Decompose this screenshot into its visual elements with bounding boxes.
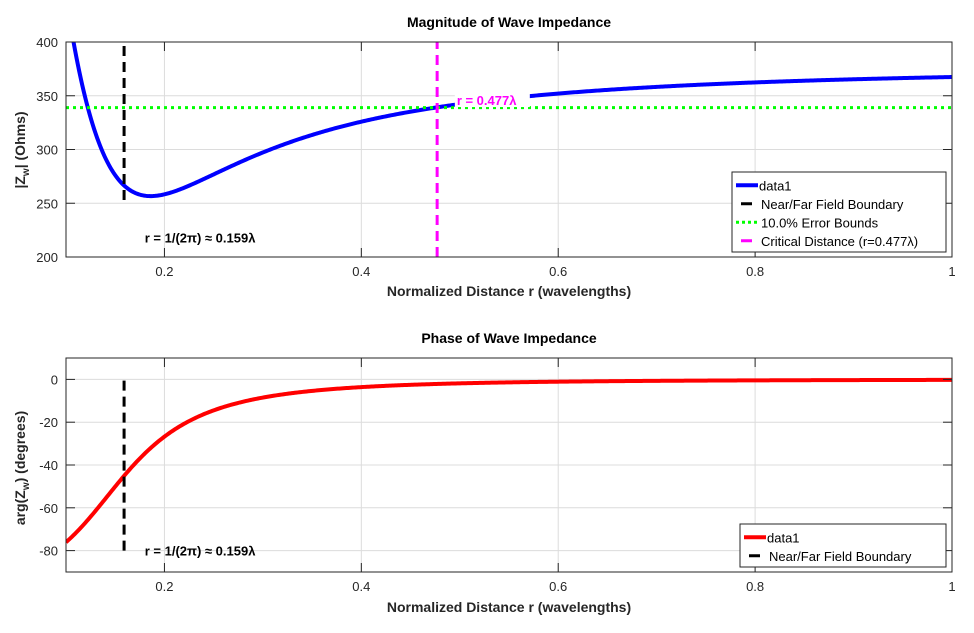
phase-series: r = 1/(2π) ≈ 0.159λ [66,377,952,559]
magnitude-ylabel: |Zw| (Ohms) [12,111,32,188]
magnitude-legend-label: 10.0% Error Bounds [761,215,879,230]
phase-title: Phase of Wave Impedance [421,330,597,346]
phase-axes: 0.2 0.4 0.6 0.8 1 -80 -60 -40 -20 0 [39,357,956,594]
phase-legend-label: data1 [767,530,800,545]
magnitude-ytick-label: 250 [36,196,58,211]
magnitude-legend: data1 Near/Far Field Boundary 10.0% Error … [731,171,947,253]
magnitude-legend-label: Near/Far Field Boundary [761,197,904,212]
magnitude-ytick-label: 300 [36,143,58,158]
phase-legend-box [739,523,947,568]
phase-ytick-label: -40 [39,458,58,473]
phase-annotation: r = 1/(2π) ≈ 0.159λ [145,544,256,559]
magnitude-legend-label: Critical Distance (r=0.477λ) [761,234,918,249]
magnitude-annotation: r = 0.477λ [457,93,517,108]
magnitude-legend-item: 10.0% Error Bounds [736,215,879,230]
phase-legend: data1 Near/Far Field Boundary [739,523,947,568]
phase-ytick-label: -80 [39,544,58,559]
magnitude-xtick-label: 1 [948,264,955,279]
magnitude-plot: Magnitude of Wave Impedance r = 1/(2π) ≈… [12,14,956,299]
magnitude-legend-item: Near/Far Field Boundary [741,197,904,212]
phase-ylabel: arg(Zw) (degrees) [12,411,32,525]
phase-xtick-label: 1 [948,579,955,594]
phase-legend-label: Near/Far Field Boundary [769,549,912,564]
magnitude-xtick-label: 0.2 [155,264,173,279]
phase-plot: Phase of Wave Impedance r = 1/(2π) ≈ 0.1… [12,330,956,615]
magnitude-legend-label: data1 [759,178,792,193]
phase-ytick-label: -60 [39,501,58,516]
phase-xtick-label: 0.8 [746,579,764,594]
magnitude-ytick-label: 350 [36,89,58,104]
phase-xlabel: Normalized Distance r (wavelengths) [387,599,631,615]
phase-legend-item: Near/Far Field Boundary [749,549,912,564]
magnitude-axes: 0.2 0.4 0.6 0.8 1 200 250 300 350 400 [36,35,955,279]
magnitude-ytick-label: 400 [36,35,58,50]
magnitude-legend-item: data1 [736,178,792,193]
magnitude-xtick-label: 0.8 [746,264,764,279]
magnitude-legend-item: Critical Distance (r=0.477λ) [741,234,918,249]
magnitude-legend-box [731,171,947,253]
magnitude-title: Magnitude of Wave Impedance [407,14,611,30]
phase-legend-item: data1 [744,530,800,545]
phase-xtick-label: 0.4 [352,579,370,594]
phase-ytick-label: 0 [51,372,58,387]
annotation-background [454,92,530,108]
magnitude-xtick-label: 0.4 [352,264,370,279]
phase-series-data1 [66,377,952,544]
phase-xtick-label: 0.2 [155,579,173,594]
magnitude-xlabel: Normalized Distance r (wavelengths) [387,283,631,299]
magnitude-ytick-label: 200 [36,250,58,265]
phase-xtick-label: 0.6 [549,579,567,594]
magnitude-xtick-label: 0.6 [549,264,567,279]
magnitude-series: r = 1/(2π) ≈ 0.159λ r = 0.477λ [66,42,952,257]
phase-ytick-label: -20 [39,415,58,430]
magnitude-annotation: r = 1/(2π) ≈ 0.159λ [145,231,256,246]
